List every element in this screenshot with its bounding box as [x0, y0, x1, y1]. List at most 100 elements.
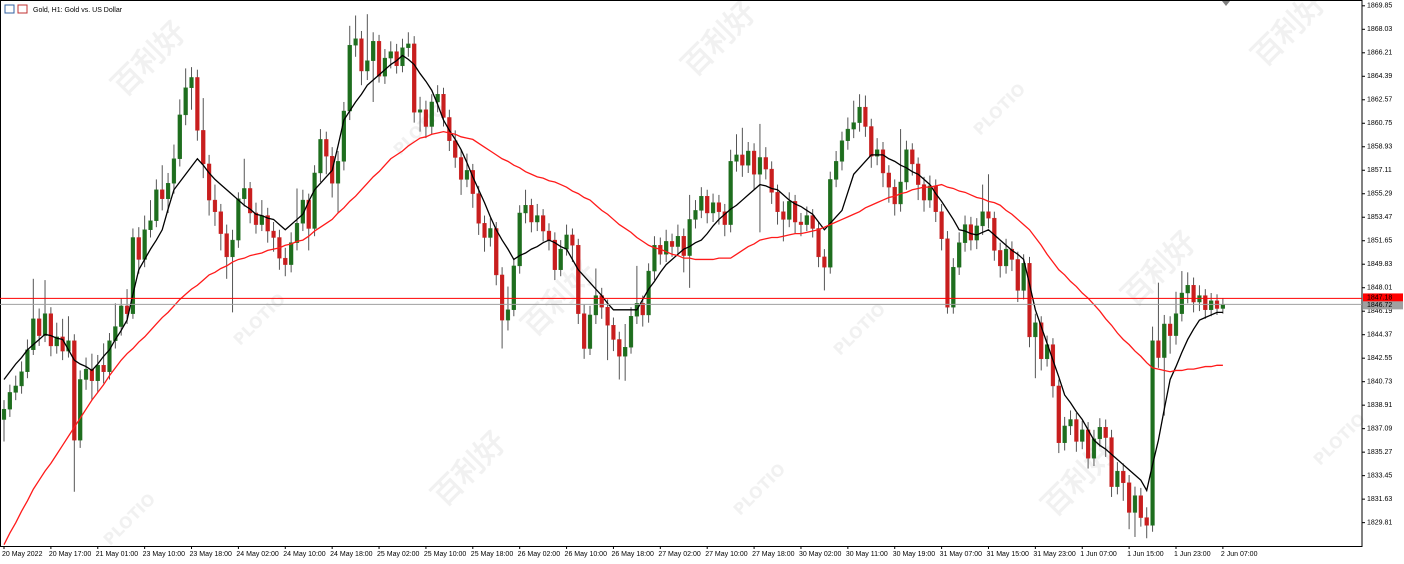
candle-body: [1097, 427, 1102, 440]
y-tick-label: 1858.93: [1367, 144, 1392, 151]
candle-body: [218, 211, 223, 234]
candle-body: [810, 215, 815, 229]
candle-body: [546, 230, 552, 241]
y-tick-label: 1853.47: [1367, 214, 1392, 221]
x-tick-label: 1 Jun 07:00: [1080, 551, 1117, 558]
candle-body: [206, 163, 212, 201]
candle-body: [441, 94, 446, 118]
plot-frame: [0, 0, 1363, 547]
y-tick-label: 1844.37: [1367, 332, 1392, 339]
candle-body: [95, 365, 100, 381]
x-tick-label: 25 May 18:00: [471, 551, 514, 558]
candle-body: [1203, 295, 1208, 310]
candle-body: [265, 215, 270, 232]
x-tick-label: 2 Jun 07:00: [1221, 551, 1258, 558]
x-tick-label: 25 May 10:00: [424, 551, 467, 558]
trade-arrow[interactable]: [1222, 1, 1230, 6]
candle-body: [312, 172, 317, 229]
candle-body: [83, 368, 89, 380]
moving-average: [3, 130, 1223, 546]
candle-body: [728, 161, 733, 225]
candle-body: [904, 149, 909, 183]
candle-body: [1056, 385, 1061, 443]
candle-body: [1191, 285, 1196, 303]
candle-body: [37, 318, 42, 336]
candle-body: [283, 257, 288, 265]
candle-body: [1103, 427, 1108, 438]
y-tick-label: 1857.11: [1367, 167, 1392, 174]
candle-body: [910, 149, 915, 165]
moving-average: [3, 54, 1223, 493]
candle-body: [869, 126, 874, 157]
candle-body: [564, 234, 569, 250]
candle-body: [1033, 322, 1038, 338]
candle-body: [1127, 482, 1132, 513]
candle-body: [382, 57, 387, 77]
candle-body: [72, 340, 77, 441]
candle-body: [787, 201, 792, 220]
candle-body: [716, 202, 722, 212]
candle-body: [417, 109, 423, 113]
candle-body: [347, 44, 352, 112]
candle-body: [300, 199, 305, 224]
candle-body: [628, 316, 634, 348]
candle-body: [945, 238, 950, 308]
candle-body: [1138, 495, 1143, 518]
x-tick-label: 1 Jun 15:00: [1127, 551, 1164, 558]
candle-body: [535, 215, 540, 223]
candle-body: [1132, 495, 1138, 513]
candle-body: [271, 230, 276, 238]
candle-body: [406, 43, 411, 48]
candle-body: [259, 215, 264, 225]
ask-label: 1847.18: [1367, 294, 1392, 301]
candle-body: [1015, 259, 1020, 291]
candle-body: [160, 189, 165, 199]
candle-body: [453, 140, 458, 158]
candle-body: [986, 211, 991, 219]
candle-body: [165, 183, 171, 199]
candle-body: [1220, 304, 1225, 309]
candle-body: [681, 236, 686, 256]
candle-body: [458, 157, 464, 180]
candle-body: [1185, 285, 1190, 294]
candle-body: [195, 77, 200, 131]
candle-body: [699, 195, 704, 211]
candle-body: [763, 157, 768, 170]
y-tick-label: 1855.29: [1367, 191, 1392, 198]
candle-body: [19, 371, 24, 387]
candle-body: [582, 313, 587, 349]
x-tick-label: 1 Jun 23:00: [1174, 551, 1211, 558]
candle-body: [576, 245, 581, 314]
y-tick-label: 1868.03: [1367, 26, 1392, 33]
candle-body: [611, 325, 616, 340]
candle-body: [13, 385, 18, 393]
candle-body: [664, 241, 669, 255]
candle-body: [1068, 419, 1073, 427]
candle-body: [7, 392, 12, 410]
candle-body: [593, 295, 598, 316]
x-tick-label: 31 May 07:00: [940, 551, 983, 558]
x-tick-label: 23 May 18:00: [190, 551, 233, 558]
candle-body: [511, 265, 516, 310]
candle-body: [107, 340, 112, 372]
candle-body: [341, 110, 346, 162]
x-tick-label: 24 May 10:00: [283, 551, 326, 558]
candle-body: [939, 211, 944, 239]
candle-body: [371, 41, 376, 61]
candle-body: [541, 215, 546, 232]
candle-body: [476, 193, 481, 224]
candle-body: [798, 221, 804, 225]
y-tick-label: 1842.55: [1367, 355, 1392, 362]
candle-body: [875, 149, 880, 157]
candle-body: [746, 150, 751, 166]
candle-body: [822, 256, 827, 268]
candle-body: [1179, 292, 1184, 314]
candle-body: [998, 250, 1003, 267]
y-tick-label: 1860.75: [1367, 120, 1392, 127]
candle-body: [89, 368, 94, 381]
candle-body: [705, 195, 710, 214]
bid-label-box: [1363, 301, 1403, 310]
candle-body: [294, 223, 300, 243]
candle-body: [517, 212, 522, 267]
